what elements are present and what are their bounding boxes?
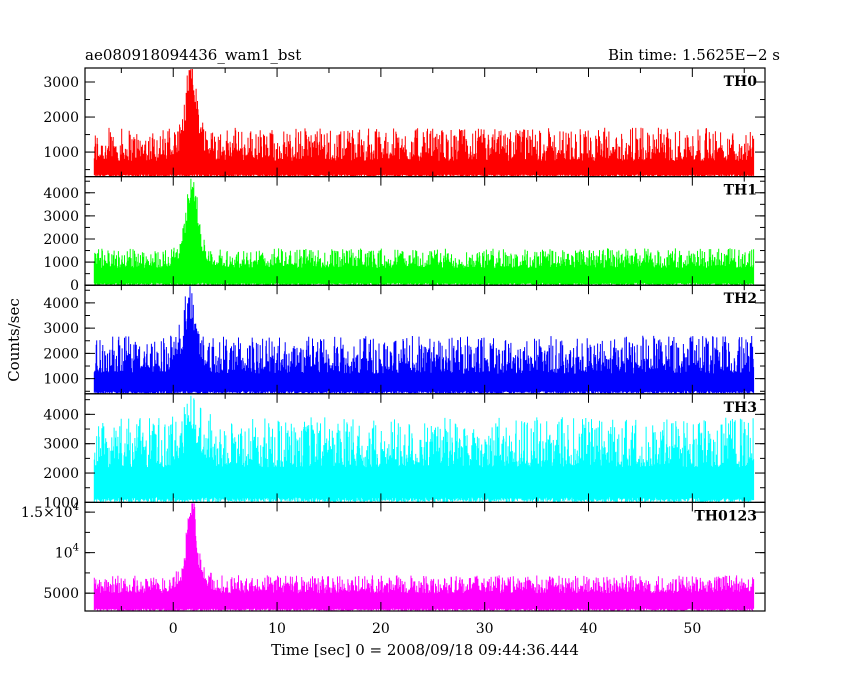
series-th0123 bbox=[93, 503, 755, 611]
x-tick-label: 40 bbox=[580, 621, 598, 637]
panels-group: 1000 2000 3000 TH0 0 1000 2000 3000 4000 TH1 1000 2… bbox=[21, 67, 766, 612]
series-th1 bbox=[93, 178, 755, 286]
x-tick-label: 20 bbox=[372, 621, 390, 637]
y-tick-label: 3000 bbox=[43, 75, 79, 91]
y-tick-label: 1000 bbox=[43, 255, 79, 271]
x-tick-label: 10 bbox=[268, 621, 286, 637]
panel-label-th0123: TH0123 bbox=[694, 508, 757, 524]
y-tick-label: 3000 bbox=[43, 209, 79, 225]
y-tick-label: 2000 bbox=[43, 466, 79, 482]
y-axis-label: Counts/sec bbox=[5, 298, 23, 382]
series-th2 bbox=[93, 286, 755, 394]
panel-label-th1: TH1 bbox=[724, 183, 757, 199]
panel-label-th3: TH3 bbox=[724, 400, 757, 416]
panel-th3: 1000 2000 3000 4000 TH3 bbox=[43, 393, 766, 511]
panel-label-th2: TH2 bbox=[724, 291, 757, 307]
y-tick-label: 2000 bbox=[43, 110, 79, 126]
x-axis-label: Time [sec] 0 = 2008/09/18 09:44:36.444 bbox=[271, 641, 579, 659]
y-tick-label: 3000 bbox=[43, 437, 79, 453]
y-tick-label: 3000 bbox=[43, 321, 79, 337]
y-tick-label: 1.5×104 bbox=[21, 502, 79, 521]
series-th3 bbox=[93, 395, 755, 503]
y-tick-label: 104 bbox=[55, 543, 79, 562]
x-axis: 0 10 20 30 40 50 bbox=[169, 621, 701, 637]
y-tick-label: 4000 bbox=[43, 407, 79, 423]
y-tick-label: 1000 bbox=[43, 372, 79, 388]
y-tick-label: 0 bbox=[70, 278, 79, 294]
panel-label-th0: TH0 bbox=[724, 74, 758, 90]
x-tick-label: 30 bbox=[476, 621, 494, 637]
x-tick-label: 50 bbox=[683, 621, 701, 637]
y-tick-label: 2000 bbox=[43, 232, 79, 248]
y-tick-label: 4000 bbox=[43, 296, 79, 312]
y-tick-label: 4000 bbox=[43, 186, 79, 202]
y-tick-label: 2000 bbox=[43, 346, 79, 362]
x-tick-label: 0 bbox=[169, 621, 178, 637]
panel-th0123: 5000 104 1.5×104 TH0123 bbox=[21, 501, 766, 612]
series-th0 bbox=[93, 69, 755, 177]
panel-th1: 0 1000 2000 3000 4000 TH1 bbox=[43, 176, 766, 294]
panel-th2: 1000 2000 3000 4000 TH2 bbox=[43, 284, 766, 395]
y-tick-label: 1000 bbox=[43, 145, 79, 161]
panel-th0: 1000 2000 3000 TH0 bbox=[43, 67, 766, 178]
y-tick-label: 1000 bbox=[43, 495, 79, 511]
chart-title: ae080918094436_wam1_bst bbox=[85, 46, 301, 64]
panel-frame bbox=[84, 501, 766, 612]
bin-time-label: Bin time: 1.5625E−2 s bbox=[608, 46, 780, 64]
y-tick-label: 5000 bbox=[43, 586, 79, 602]
